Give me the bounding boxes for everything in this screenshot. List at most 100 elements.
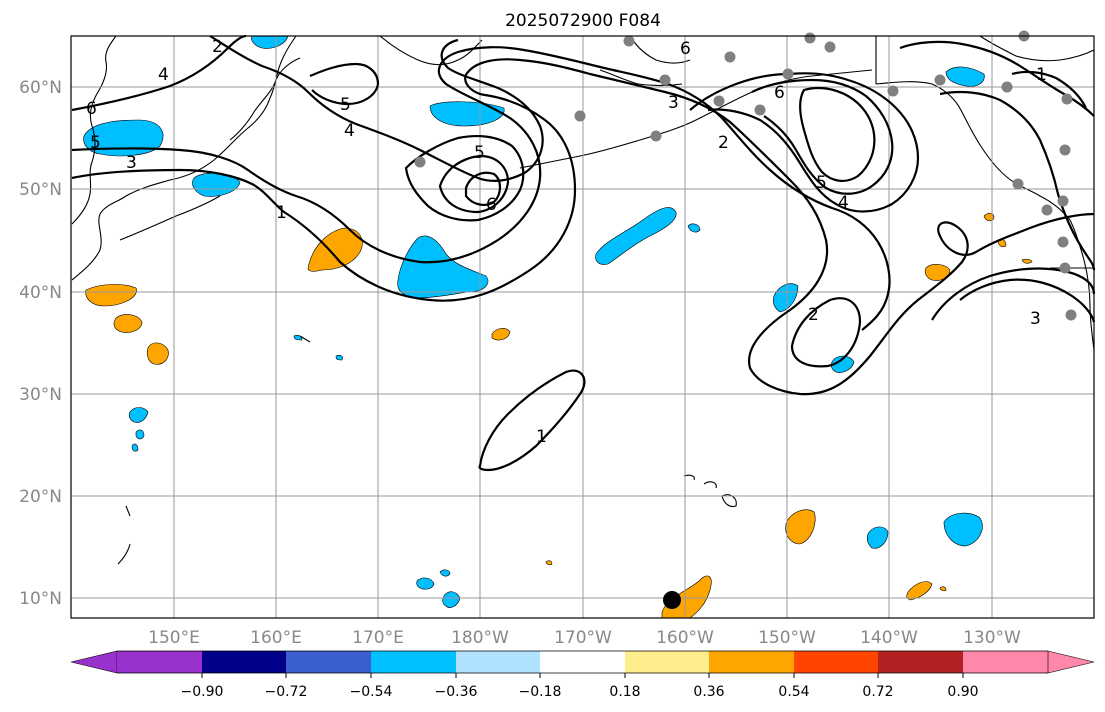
contour-label: 5	[474, 143, 485, 163]
lat-label: 20°N	[19, 487, 62, 507]
coastline	[117, 543, 131, 565]
contour-label: 4	[158, 65, 169, 85]
contour-line	[790, 297, 862, 368]
contour-label: 3	[126, 153, 137, 173]
colorbar-segment	[456, 651, 540, 673]
coastline	[703, 481, 717, 489]
contour-label: 1	[1036, 65, 1047, 85]
colorbar-tick-label: 0.72	[862, 684, 893, 700]
colorbar-segment	[963, 651, 1048, 673]
lat-label: 40°N	[19, 283, 62, 303]
anomaly-patch	[772, 283, 799, 313]
contour-label: 1	[276, 203, 287, 223]
coastline	[229, 57, 301, 141]
lon-label: 180°W	[451, 628, 509, 648]
contour-lines	[71, 34, 1096, 472]
coastline	[119, 195, 221, 241]
station-marker	[1059, 262, 1071, 274]
anomaly-patch	[128, 407, 149, 423]
anomaly-patch	[135, 429, 145, 440]
anomaly-patch	[113, 314, 143, 333]
colorbar-tick-label: 0.54	[778, 684, 809, 700]
anomaly-patch	[251, 35, 289, 49]
graticule	[71, 36, 1094, 618]
coastline	[71, 35, 117, 225]
contour-line	[71, 58, 1095, 396]
station-marker	[782, 68, 794, 80]
colorbar-segment	[878, 651, 963, 673]
station-marker	[804, 32, 816, 44]
colorbar-segment	[709, 651, 794, 673]
contour-label: 5	[816, 173, 827, 193]
contour-label: 1	[536, 427, 547, 447]
contour-line	[799, 86, 876, 182]
colorbar-extend-right	[1047, 650, 1095, 674]
lat-label: 60°N	[19, 78, 62, 98]
contour-label: 4	[344, 121, 355, 141]
station-marker	[1057, 195, 1069, 207]
anomaly-patch	[491, 328, 511, 341]
station-marker	[1061, 93, 1073, 105]
lat-label: 50°N	[19, 180, 62, 200]
contour-line	[478, 369, 586, 472]
contour-label: 2	[808, 305, 819, 325]
contour-line	[939, 90, 1096, 271]
contour-line	[438, 154, 510, 214]
colorbar-tick-label: 0.18	[609, 684, 640, 700]
lon-label: 140°W	[860, 628, 918, 648]
contour-line	[71, 34, 247, 112]
coastline	[721, 494, 737, 508]
contour-line	[404, 135, 525, 222]
coastline	[379, 35, 483, 66]
lon-label: 170°E	[352, 628, 404, 648]
lon-label: 160°W	[656, 628, 714, 648]
station-marker	[713, 95, 725, 107]
station-marker	[659, 74, 671, 86]
colorbar-tick-label: 0.90	[947, 684, 978, 700]
colorbar-segment	[371, 651, 456, 673]
colorbar-extend-left	[70, 650, 118, 674]
anomaly-patch	[785, 509, 816, 545]
anomaly-patch	[866, 526, 889, 549]
positive-anomaly-patches	[85, 212, 1033, 619]
contour-line	[464, 171, 502, 206]
colorbar-tick-label: 0.36	[693, 684, 724, 700]
anomaly-patch	[545, 560, 553, 566]
anomaly-patch	[83, 119, 164, 157]
colorbar-segment	[625, 651, 709, 673]
anomaly-patch	[830, 355, 855, 373]
colorbar-tick-label: −0.72	[265, 684, 308, 700]
station-marker	[754, 104, 766, 116]
colorbar-segment	[286, 651, 371, 673]
anomaly-patch	[595, 207, 677, 265]
colorbar-tick-label: −0.54	[350, 684, 393, 700]
coastline	[875, 81, 1095, 351]
lon-label: 150°W	[758, 628, 816, 648]
colorbar-tick-label: −0.18	[519, 684, 562, 700]
anomaly-patch	[307, 227, 363, 272]
contour-label: 6	[486, 195, 497, 215]
anomaly-patch	[416, 577, 435, 590]
station-marker	[1057, 236, 1069, 248]
contour-label: 5	[340, 95, 351, 115]
contour-label: 3	[1030, 309, 1041, 329]
station-marker	[650, 130, 662, 142]
anomaly-patch	[906, 581, 933, 601]
contour-line	[1011, 70, 1087, 109]
station-marker	[1012, 178, 1024, 190]
station-marker	[824, 41, 836, 53]
coastline	[125, 505, 131, 517]
colorbar-segment	[202, 651, 286, 673]
anomaly-patch	[1021, 258, 1033, 264]
coastline	[519, 69, 873, 169]
station-marker	[623, 35, 635, 47]
contour-label: 6	[86, 99, 97, 119]
station-markers	[414, 30, 1077, 321]
anomaly-patch	[945, 66, 985, 87]
station-marker	[1065, 309, 1077, 321]
latitude-labels: 60°N 50°N 40°N 30°N 20°N 10°N	[19, 78, 62, 609]
coastline	[629, 35, 691, 64]
lon-label: 130°W	[963, 628, 1021, 648]
contour-label: 6	[774, 83, 785, 103]
